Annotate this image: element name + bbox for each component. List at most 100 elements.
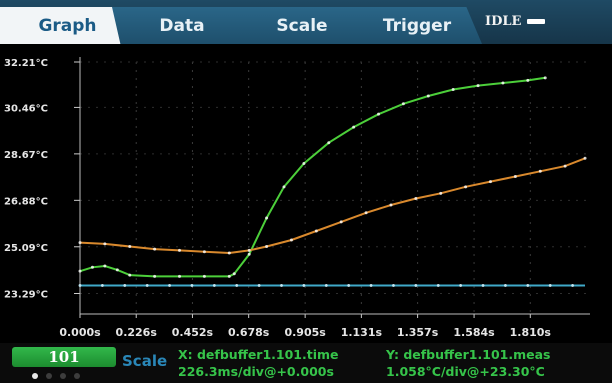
series-point	[538, 169, 542, 173]
idle-status-label: IDLE	[485, 14, 522, 29]
series-point	[227, 251, 231, 255]
tab-bar: Graph Data Scale Trigger IDLE	[0, 0, 612, 44]
series-point	[464, 185, 468, 189]
series-point	[314, 229, 318, 233]
page-dot	[74, 373, 80, 379]
y-tick-label: 28.67°C	[4, 150, 48, 161]
x-tick-label: 0.452s	[172, 326, 214, 339]
series-point	[232, 272, 236, 276]
page-dot-active	[32, 373, 38, 379]
series-point	[168, 284, 171, 287]
x-tick-label: 0.678s	[228, 326, 270, 339]
series-point	[202, 250, 206, 254]
series-point	[282, 185, 286, 189]
y-axis-readout: Y: defbuffer1.101.meas 1.058°C/div@+23.3…	[386, 346, 550, 380]
tab-trigger[interactable]: Trigger	[352, 7, 482, 44]
series-point	[202, 274, 206, 278]
series-point	[128, 245, 132, 249]
y-readout-scale: 1.058°C/div@+23.30°C	[386, 364, 545, 379]
series-point	[123, 284, 127, 287]
reading-count-badge: 101	[12, 347, 116, 367]
series-point	[128, 273, 132, 277]
series-point	[103, 242, 107, 246]
series-point	[153, 274, 157, 278]
x-tick-label: 0.226s	[116, 326, 158, 339]
series-point	[327, 141, 331, 145]
series-point	[488, 180, 492, 184]
series-point	[100, 284, 104, 287]
series-point	[451, 88, 455, 92]
series-point	[513, 174, 517, 178]
tab-data[interactable]: Data	[112, 7, 252, 44]
series-green-line	[79, 76, 546, 278]
series-point	[247, 252, 251, 256]
x-tick-label: 1.810s	[510, 326, 552, 339]
x-tick-label: 0.905s	[284, 326, 326, 339]
graph-plot-area[interactable]: 0.000s 0.226s 0.452s 0.678s 0.905s 1.131s 1.35…	[0, 44, 612, 343]
series-point	[212, 284, 216, 287]
series-point	[178, 248, 182, 252]
series-point	[302, 161, 306, 165]
series-point	[235, 284, 239, 287]
series-point	[78, 241, 82, 245]
series-point	[78, 269, 82, 273]
series-point	[548, 284, 552, 287]
x-axis-readout: X: defbuffer1.101.time 226.3ms/div@+0.00…	[178, 346, 339, 380]
series-orange-line	[79, 157, 586, 255]
series-point	[247, 248, 251, 252]
tab-trigger-label: Trigger	[382, 15, 452, 36]
series-point	[257, 284, 261, 287]
series-point	[289, 238, 293, 242]
series-point	[324, 284, 328, 287]
series-point	[543, 76, 547, 80]
minus-icon	[527, 19, 546, 24]
series-point	[401, 102, 405, 106]
series-point	[481, 284, 485, 287]
series-point	[364, 211, 368, 215]
series-point	[347, 284, 351, 287]
series-point	[526, 78, 530, 82]
series-point	[439, 191, 443, 195]
page-dot	[60, 373, 66, 379]
series-point	[153, 247, 157, 251]
y-tick-label: 30.46°C	[4, 103, 48, 114]
series-point	[476, 84, 480, 88]
y-tick-label: 25.09°C	[4, 243, 48, 254]
series-point	[352, 125, 356, 129]
series-point	[115, 268, 119, 272]
series-point	[265, 245, 269, 249]
series-point	[190, 284, 194, 287]
series-point	[302, 284, 306, 287]
page-dot	[46, 373, 52, 379]
series-point	[265, 216, 269, 220]
series-point	[426, 94, 430, 98]
reading-count-value: 101	[48, 348, 80, 366]
series-point	[436, 284, 440, 287]
series-point	[571, 284, 574, 287]
series-point	[459, 284, 463, 287]
series-point	[392, 284, 395, 287]
y-tick-label: 26.88°C	[4, 196, 48, 207]
tab-graph[interactable]: Graph	[0, 7, 135, 44]
y-tick-label: 23.29°C	[4, 289, 48, 300]
x-readout-scale: 226.3ms/div@+0.000s	[178, 364, 334, 379]
series-point	[339, 220, 343, 224]
temperature-chart[interactable]: 0.000s 0.226s 0.452s 0.678s 0.905s 1.131s 1.35…	[0, 44, 612, 343]
idle-status-indicator[interactable]: IDLE	[485, 14, 546, 29]
series-point	[414, 284, 418, 287]
series-point	[78, 284, 82, 287]
series-point	[90, 265, 94, 269]
series-point	[501, 81, 505, 85]
tab-scale[interactable]: Scale	[232, 7, 372, 44]
series-point	[178, 274, 182, 278]
y-readout-buffer: Y: defbuffer1.101.meas	[386, 347, 551, 362]
scale-button[interactable]: Scale	[122, 352, 168, 370]
tab-scale-label: Scale	[276, 15, 328, 36]
series-point	[563, 164, 567, 168]
x-tick-label: 1.357s	[397, 326, 439, 339]
series-point	[280, 284, 283, 287]
series-point	[369, 284, 373, 287]
series-point	[504, 284, 507, 287]
tab-graph-label: Graph	[38, 15, 97, 36]
x-tick-label: 1.584s	[453, 326, 495, 339]
